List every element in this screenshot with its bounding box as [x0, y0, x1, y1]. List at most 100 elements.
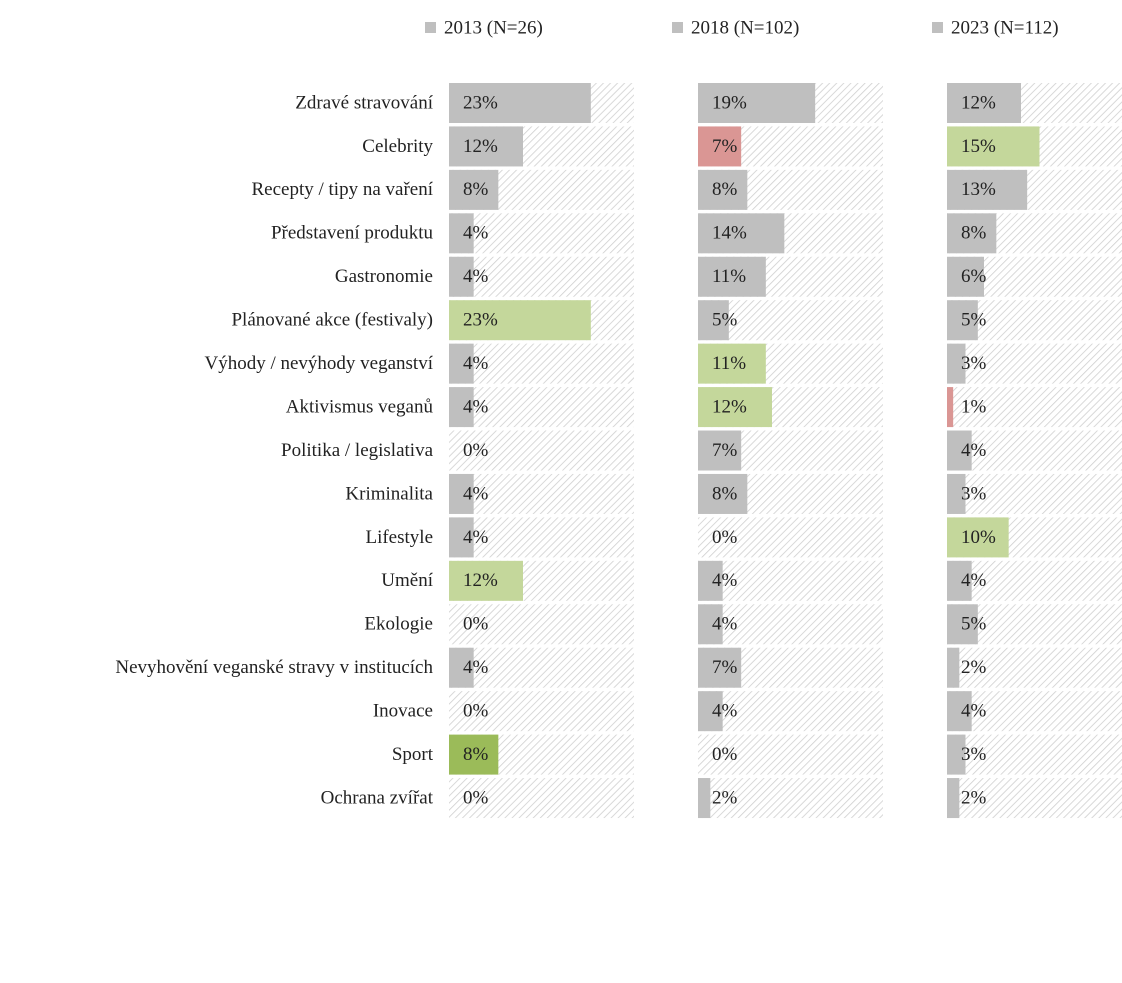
bar [449, 647, 474, 688]
data-label: 8% [961, 223, 987, 244]
data-label: 7% [712, 440, 738, 461]
bar-track [449, 647, 634, 688]
bar [947, 560, 972, 601]
data-label: 7% [712, 657, 738, 678]
data-label: 4% [712, 701, 738, 722]
data-label: 8% [463, 744, 489, 765]
category-label: Inovace [373, 701, 433, 722]
bar-track [449, 473, 634, 514]
bar [449, 734, 499, 775]
bar [947, 604, 978, 645]
data-label: 23% [463, 92, 498, 113]
data-label: 4% [463, 483, 489, 504]
bar [449, 126, 523, 167]
legend-label: 2023 (N=112) [951, 17, 1059, 38]
bar [449, 169, 499, 210]
bar [698, 691, 723, 732]
data-label: 4% [961, 440, 987, 461]
bar [449, 473, 474, 514]
data-label: 8% [712, 483, 738, 504]
bar [947, 430, 972, 471]
data-label: 11% [712, 353, 746, 374]
bar [698, 778, 711, 819]
data-label: 0% [712, 527, 738, 548]
bar [947, 343, 966, 384]
bar-track [698, 734, 883, 775]
data-label: 3% [961, 353, 987, 374]
bar-track [947, 430, 1122, 471]
bar [449, 256, 474, 297]
bar [947, 647, 960, 688]
data-label: 8% [712, 179, 738, 200]
data-label: 4% [463, 266, 489, 287]
data-label: 0% [463, 614, 489, 635]
category-label: Politika / legislativa [281, 440, 434, 461]
bar-track [449, 213, 634, 254]
bar [698, 430, 742, 471]
category-label: Gastronomie [335, 266, 433, 287]
bar-track [698, 778, 883, 819]
bar-track [947, 778, 1122, 819]
bar [947, 691, 972, 732]
bar [449, 387, 474, 428]
data-label: 3% [961, 744, 987, 765]
bar [698, 647, 742, 688]
bar [698, 300, 729, 341]
category-label: Umění [381, 570, 433, 591]
bar-track [449, 387, 634, 428]
bar-track [698, 560, 883, 601]
data-label: 15% [961, 136, 996, 157]
bar [449, 517, 474, 558]
bar-track [947, 343, 1122, 384]
data-label: 12% [961, 92, 996, 113]
data-label: 0% [712, 744, 738, 765]
data-label: 2% [961, 657, 987, 678]
data-label: 12% [463, 570, 498, 591]
bar-track [698, 517, 883, 558]
bar-track [449, 517, 634, 558]
bar-track [947, 387, 1122, 428]
data-label: 14% [712, 223, 747, 244]
data-label: 4% [961, 701, 987, 722]
bar-track [449, 343, 634, 384]
data-label: 5% [961, 310, 987, 331]
data-label: 4% [463, 223, 489, 244]
bar [698, 213, 785, 254]
bar [947, 169, 1028, 210]
bar [698, 343, 766, 384]
data-label: 4% [712, 570, 738, 591]
category-label: Sport [392, 744, 434, 765]
data-label: 19% [712, 92, 747, 113]
bar-track [698, 691, 883, 732]
category-label: Představení produktu [271, 223, 434, 244]
bar [947, 517, 1009, 558]
bar-track [947, 647, 1122, 688]
data-label: 0% [463, 440, 489, 461]
data-label: 3% [961, 483, 987, 504]
legend-label: 2013 (N=26) [444, 17, 543, 38]
legend-swatch [932, 22, 943, 33]
data-label: 13% [961, 179, 996, 200]
bar [947, 213, 997, 254]
category-label: Ekologie [364, 614, 433, 635]
bar-track [449, 430, 634, 471]
bar-track [449, 691, 634, 732]
bar [698, 560, 723, 601]
category-label: Recepty / tipy na vaření [252, 179, 434, 200]
bar [449, 213, 474, 254]
data-label: 4% [961, 570, 987, 591]
data-label: 5% [712, 310, 738, 331]
bar [698, 387, 772, 428]
bar-track [947, 473, 1122, 514]
category-label: Zdravé stravování [295, 92, 433, 113]
data-label: 10% [961, 527, 996, 548]
legend-swatch [425, 22, 436, 33]
bar [947, 473, 966, 514]
bar [698, 473, 748, 514]
data-label: 12% [712, 396, 747, 417]
bar [947, 256, 984, 297]
bar [449, 300, 591, 341]
category-label: Celebrity [362, 136, 433, 157]
bar [947, 387, 954, 428]
bar-track [947, 691, 1122, 732]
